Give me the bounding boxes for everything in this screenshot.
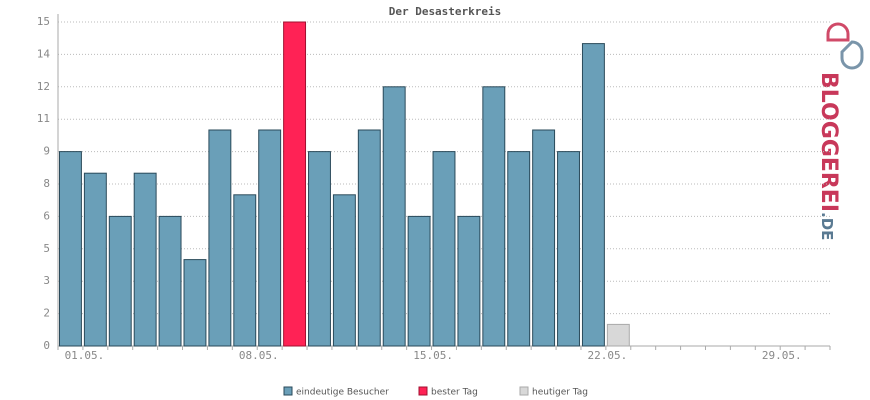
- bar: [482, 86, 506, 347]
- bar: [382, 86, 406, 347]
- y-tick-label: 15: [37, 15, 50, 28]
- y-tick-label: 6: [43, 209, 50, 222]
- x-tick-label: 15.05.: [413, 349, 453, 362]
- bar: [557, 151, 580, 347]
- y-tick-label: 11: [37, 112, 50, 125]
- bar: [58, 151, 82, 347]
- chart-title: Der Desasterkreis: [389, 5, 502, 18]
- bar: [432, 151, 456, 347]
- bar: [581, 43, 605, 347]
- y-tick-label: 3: [43, 274, 50, 287]
- y-tick-label: 12: [37, 80, 50, 93]
- legend-swatch: [519, 386, 529, 396]
- bar: [407, 215, 431, 347]
- y-tick-label: 8: [43, 177, 50, 190]
- bar: [133, 172, 157, 347]
- y-tick-label: 9: [43, 145, 50, 158]
- bar: [183, 259, 207, 347]
- y-tick-label: 2: [43, 307, 50, 320]
- legend-label: eindeutige Besucher: [296, 388, 389, 398]
- legend-label: heutiger Tag: [532, 388, 588, 398]
- bar: [606, 323, 630, 347]
- bar: [208, 129, 232, 347]
- y-tick-label: 0: [43, 339, 50, 352]
- bar: [332, 194, 356, 347]
- logo-text: BLOGGEREI.DE: [816, 72, 841, 240]
- bar: [108, 215, 132, 347]
- y-tick-label: 5: [43, 242, 50, 255]
- bar: [532, 129, 556, 347]
- bar: [357, 129, 381, 347]
- legend-swatch: [418, 386, 428, 396]
- bar: [308, 151, 331, 347]
- bar: [233, 194, 257, 347]
- y-tick-label: 14: [37, 47, 51, 60]
- logo-suffix: .DE: [818, 212, 836, 240]
- x-tick-label: 01.05.: [65, 349, 105, 362]
- bar: [83, 172, 107, 347]
- logo: BLOGGEREI.DE: [816, 22, 864, 240]
- bar: [158, 215, 182, 347]
- x-tick-label: 22.05.: [588, 349, 628, 362]
- legend-label: bester Tag: [431, 388, 478, 398]
- x-tick-label: 29.05.: [762, 349, 802, 362]
- legend-swatch: [283, 386, 293, 396]
- logo-icon: [840, 40, 864, 70]
- x-tick-label: 08.05.: [239, 349, 279, 362]
- bar: [457, 215, 481, 347]
- logo-icon: [826, 22, 850, 42]
- bar: [507, 151, 531, 347]
- bar: [283, 21, 307, 347]
- bar: [258, 129, 282, 347]
- logo-main: BLOGGEREI: [816, 72, 841, 212]
